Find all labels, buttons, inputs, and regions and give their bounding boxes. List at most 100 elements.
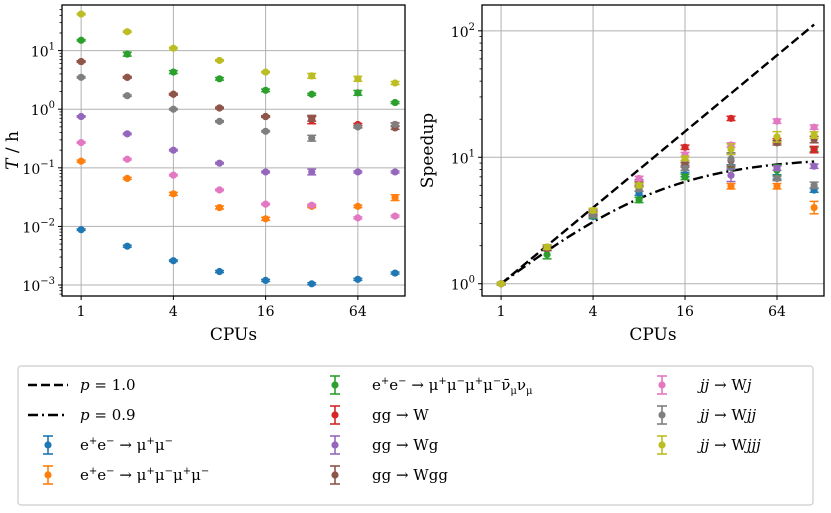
right-point-jjWjjj bbox=[589, 206, 597, 215]
right-ytick-label: 101 bbox=[451, 148, 475, 167]
legend-handle-mmmm bbox=[43, 465, 53, 485]
left-point-jjWjjj bbox=[262, 68, 270, 76]
right-ytick-label: 102 bbox=[451, 22, 475, 41]
left-point-jjWj bbox=[123, 155, 131, 163]
right-xtick-label: 16 bbox=[676, 304, 694, 320]
right-point-ggW bbox=[727, 114, 735, 122]
left-point-mmmmvv bbox=[215, 75, 224, 83]
right-xtick-label: 4 bbox=[589, 304, 598, 320]
left-point-jjWj bbox=[262, 200, 270, 208]
left-point-ggWg bbox=[391, 168, 399, 176]
left-point-mmmmvv bbox=[308, 90, 316, 98]
left-point-ggWg bbox=[308, 168, 316, 176]
left-point-mmmmvv bbox=[169, 68, 177, 76]
right-point-mmmmvv bbox=[543, 251, 551, 259]
right-ylabel: Speedup bbox=[418, 113, 438, 188]
right-point-jjWj bbox=[810, 123, 818, 131]
left-point-ggWg bbox=[77, 112, 85, 121]
left-point-jjWj bbox=[169, 171, 177, 179]
left-point-jjWjj bbox=[77, 73, 85, 81]
left-point-mmmmvv bbox=[391, 98, 399, 107]
right-point-mmmm bbox=[773, 182, 781, 190]
left-point-jjWjj bbox=[308, 134, 316, 142]
right-axes-frame bbox=[481, 4, 825, 297]
left-point-ggWgg bbox=[308, 114, 316, 122]
right-point-jjWjjj bbox=[497, 280, 505, 288]
left-point-mmmm bbox=[123, 174, 131, 182]
left-point-ggWg bbox=[215, 159, 224, 167]
legend-label-ggW: gg → W bbox=[372, 406, 429, 424]
right-point-ggWg bbox=[727, 171, 735, 179]
left-point-jjWjj bbox=[215, 117, 224, 125]
right-point-ggWgg bbox=[773, 139, 781, 147]
legend-handle-ggW bbox=[330, 405, 340, 425]
left-point-mmmm bbox=[391, 194, 399, 202]
left-point-jjWjjj bbox=[391, 79, 399, 87]
legend-label-mm: e+e− → μ+μ− bbox=[80, 436, 173, 454]
right-line-p09 bbox=[500, 160, 815, 285]
right-panel-speedup: 1 4 16 64 100 101 102 CPUs Speedup bbox=[418, 4, 825, 345]
left-point-jjWjj bbox=[262, 127, 270, 135]
legend: p = 1.0 p = 0.9 e+e− → μ+μ− e+e− → μ+μ−μ+μ−… bbox=[17, 365, 814, 506]
left-point-jjWj bbox=[215, 186, 224, 194]
left-point-jjWjjj bbox=[215, 56, 224, 65]
left-xlabel: CPUs bbox=[210, 325, 257, 345]
left-point-ggWg bbox=[262, 168, 270, 176]
left-point-jjWjjj bbox=[169, 44, 177, 52]
left-point-jjWj bbox=[308, 201, 316, 209]
left-point-ggWg bbox=[123, 130, 131, 138]
left-point-mm bbox=[77, 226, 85, 234]
left-point-mmmmvv bbox=[123, 50, 131, 58]
right-line-p10 bbox=[500, 23, 815, 285]
right-point-mmmm bbox=[727, 182, 735, 190]
right-point-mmmmvv bbox=[681, 173, 689, 181]
right-point-mmmm bbox=[810, 204, 818, 212]
right-xtick-label: 64 bbox=[768, 304, 786, 320]
left-point-jjWjj bbox=[354, 123, 362, 131]
left-ylabel: T / h bbox=[3, 131, 23, 170]
right-point-jjWjjj bbox=[773, 133, 781, 141]
right-xtick-label: 1 bbox=[497, 304, 506, 320]
right-point-ggW bbox=[810, 146, 818, 154]
right-point-jjWjj bbox=[681, 164, 689, 172]
left-point-mm bbox=[215, 267, 224, 276]
left-point-mmmm bbox=[262, 215, 270, 223]
left-point-ggWgg bbox=[169, 90, 177, 98]
left-ytick-label: 10−1 bbox=[22, 159, 55, 178]
left-point-jjWjjj bbox=[354, 75, 362, 83]
left-point-jjWjjj bbox=[77, 10, 85, 18]
left-point-jjWjjj bbox=[308, 72, 316, 80]
left-point-jjWj bbox=[77, 138, 85, 147]
legend-handle-ggWg bbox=[330, 435, 340, 455]
left-point-mm bbox=[262, 276, 270, 284]
legend-label-jjWjjj: jj → Wjjj bbox=[697, 436, 761, 454]
left-point-mm bbox=[308, 280, 316, 288]
legend-label-mmmm: e+e− → μ+μ−μ+μ− bbox=[80, 466, 209, 484]
legend-label-p09: p = 0.9 bbox=[80, 406, 136, 424]
right-point-jjWjjj bbox=[543, 243, 551, 251]
legend-handle-jjWjjj bbox=[657, 435, 667, 455]
left-point-ggWgg bbox=[215, 104, 224, 112]
left-point-mmmm bbox=[77, 157, 85, 165]
left-point-ggWg bbox=[354, 168, 362, 176]
left-point-jjWj bbox=[391, 212, 399, 220]
left-xtick-label: 64 bbox=[349, 304, 367, 320]
legend-label-p10: p = 1.0 bbox=[80, 376, 136, 394]
left-ytick-label: 10−3 bbox=[22, 276, 55, 295]
left-point-ggWgg bbox=[77, 57, 85, 66]
left-point-mm bbox=[354, 275, 362, 283]
left-point-jjWjj bbox=[123, 92, 131, 100]
right-point-ggWg bbox=[810, 162, 818, 170]
left-point-jjWjj bbox=[391, 120, 399, 129]
left-ytick-label: 10−2 bbox=[22, 217, 55, 236]
left-panel-time: 1 4 16 64 10−3 10−2 10−1 100 101 CPUs T / h bbox=[3, 4, 406, 345]
legend-handle-mmmmvv bbox=[330, 375, 340, 395]
right-point-jjWjj bbox=[727, 155, 735, 163]
left-point-mmmm bbox=[169, 190, 177, 198]
left-point-ggWgg bbox=[123, 73, 131, 81]
right-point-jjWjjj bbox=[681, 154, 689, 162]
legend-handle-mm bbox=[43, 435, 53, 455]
left-point-mmmmvv bbox=[354, 89, 362, 97]
left-point-ggWg bbox=[169, 146, 177, 154]
